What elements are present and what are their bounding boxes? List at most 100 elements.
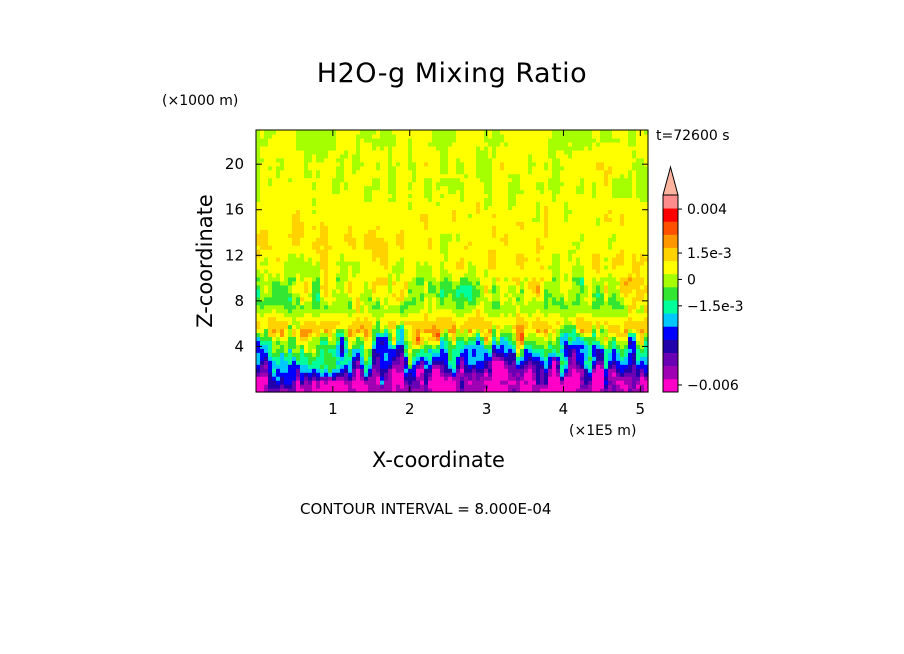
contour-cell bbox=[532, 380, 537, 385]
contour-cell bbox=[400, 257, 405, 262]
contour-cell bbox=[300, 316, 305, 322]
contour-cell bbox=[384, 344, 389, 349]
contour-cell bbox=[408, 300, 413, 306]
contour-cell bbox=[636, 376, 641, 381]
contour-cell bbox=[256, 189, 261, 195]
contour-cell bbox=[476, 193, 481, 199]
contour-cell bbox=[620, 316, 625, 322]
contour-cell bbox=[332, 384, 337, 389]
contour-cell bbox=[636, 272, 641, 278]
contour-cell bbox=[440, 261, 445, 266]
contour-cell bbox=[344, 340, 349, 345]
contour-cell bbox=[596, 388, 601, 393]
contour-cell bbox=[556, 376, 561, 381]
contour-cell bbox=[560, 316, 565, 322]
contour-cell bbox=[528, 241, 533, 246]
contour-cell bbox=[272, 296, 277, 302]
contour-cell bbox=[264, 348, 269, 353]
contour-cell bbox=[468, 241, 473, 246]
contour-cell bbox=[492, 344, 497, 349]
contour-cell bbox=[432, 233, 437, 238]
contour-cell bbox=[488, 380, 493, 385]
contour-cell bbox=[472, 348, 477, 353]
contour-cell bbox=[312, 201, 317, 207]
contour-cell bbox=[484, 292, 489, 298]
contour-cell bbox=[604, 253, 609, 258]
contour-cell bbox=[280, 201, 285, 207]
contour-cell bbox=[580, 217, 585, 222]
contour-cell bbox=[268, 217, 273, 222]
contour-cell bbox=[340, 201, 345, 207]
contour-cell bbox=[436, 253, 441, 258]
contour-cell bbox=[360, 352, 365, 357]
contour-cell bbox=[632, 276, 637, 282]
contour-cell bbox=[384, 276, 389, 282]
contour-cell bbox=[632, 229, 637, 234]
contour-cell bbox=[568, 272, 573, 278]
contour-cell bbox=[260, 364, 265, 369]
contour-cell bbox=[592, 237, 597, 242]
contour-cell bbox=[548, 308, 553, 314]
contour-cell bbox=[620, 344, 625, 349]
contour-cell bbox=[608, 304, 613, 310]
contour-cell bbox=[500, 296, 505, 302]
contour-cell bbox=[280, 197, 285, 203]
contour-cell bbox=[544, 376, 549, 381]
contour-cell bbox=[616, 213, 621, 218]
contour-cell bbox=[568, 201, 573, 207]
contour-cell bbox=[564, 229, 569, 234]
contour-cell bbox=[408, 304, 413, 310]
contour-cell bbox=[380, 233, 385, 238]
contour-cell bbox=[332, 372, 337, 377]
contour-cell bbox=[580, 356, 585, 361]
contour-cell bbox=[588, 221, 593, 226]
contour-cell bbox=[556, 264, 561, 270]
contour-cell bbox=[388, 356, 393, 361]
contour-cell bbox=[380, 261, 385, 266]
contour-cell bbox=[412, 201, 417, 207]
contour-cell bbox=[392, 344, 397, 349]
contour-cell bbox=[388, 284, 393, 290]
contour-cell bbox=[432, 261, 437, 266]
contour-cell bbox=[460, 348, 465, 353]
contour-cell bbox=[320, 221, 325, 226]
contour-cell bbox=[376, 213, 381, 218]
contour-cell bbox=[464, 368, 469, 373]
contour-cell bbox=[376, 372, 381, 377]
contour-cell bbox=[408, 209, 413, 214]
contour-cell bbox=[300, 201, 305, 207]
contour-cell bbox=[568, 241, 573, 246]
contour-cell bbox=[548, 328, 553, 334]
contour-cell bbox=[344, 380, 349, 385]
contour-cell bbox=[288, 284, 293, 290]
contour-cell bbox=[636, 380, 641, 385]
contour-cell bbox=[612, 368, 617, 373]
contour-cell bbox=[420, 376, 425, 381]
contour-cell bbox=[512, 388, 517, 393]
contour-cell bbox=[552, 261, 557, 266]
contour-cell bbox=[444, 356, 449, 361]
contour-cell bbox=[412, 340, 417, 345]
contour-cell bbox=[520, 217, 525, 222]
contour-cell bbox=[468, 356, 473, 361]
contour-cell bbox=[612, 257, 617, 262]
contour-cell bbox=[532, 213, 537, 218]
contour-cell bbox=[636, 276, 641, 282]
contour-cell bbox=[616, 320, 621, 326]
contour-cell bbox=[324, 189, 329, 195]
contour-cell bbox=[444, 332, 449, 338]
contour-cell bbox=[612, 328, 617, 334]
contour-cell bbox=[584, 221, 589, 226]
contour-cell bbox=[400, 213, 405, 218]
contour-cell bbox=[640, 388, 645, 393]
contour-cell bbox=[580, 221, 585, 226]
contour-cell bbox=[264, 356, 269, 361]
contour-cell bbox=[268, 193, 273, 199]
contour-cell bbox=[508, 388, 513, 393]
contour-cell bbox=[556, 253, 561, 258]
contour-cell bbox=[536, 257, 541, 262]
contour-cell bbox=[332, 233, 337, 238]
contour-cell bbox=[276, 201, 281, 207]
contour-cell bbox=[608, 201, 613, 207]
contour-cell bbox=[636, 253, 641, 258]
